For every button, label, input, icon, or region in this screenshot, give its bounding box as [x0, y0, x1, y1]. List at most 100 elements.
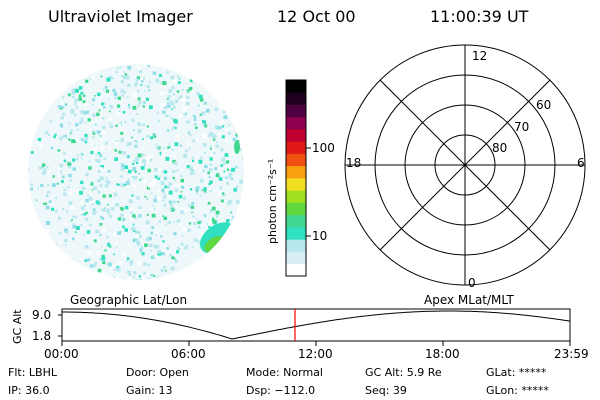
colorbar-cell [286, 92, 306, 105]
colorbar-cell [286, 202, 306, 216]
image-pixel [185, 244, 188, 247]
image-pixel [99, 259, 102, 262]
image-pixel [235, 133, 239, 137]
image-pixel [97, 190, 101, 194]
image-pixel [217, 128, 220, 131]
image-pixel [113, 268, 117, 271]
image-pixel [49, 120, 53, 123]
image-pixel [122, 218, 126, 222]
image-pixel [138, 275, 141, 278]
image-pixel [186, 91, 189, 94]
image-pixel [208, 226, 211, 229]
filter-label: Flt: LBHL [8, 366, 57, 379]
image-pixel [240, 148, 243, 151]
image-pixel [184, 246, 188, 250]
image-pixel [153, 275, 156, 277]
image-pixel [166, 247, 169, 250]
image-pixel [170, 266, 175, 271]
image-pixel [108, 110, 111, 113]
image-pixel [186, 89, 190, 93]
image-pixel [122, 278, 126, 280]
image-pixel [127, 105, 131, 109]
mlt-label-0: 0 [468, 276, 476, 290]
image-pixel [231, 177, 234, 181]
image-pixel [145, 220, 150, 225]
image-pixel [170, 207, 174, 212]
image-pixel [70, 192, 73, 195]
image-pixel [103, 209, 106, 212]
image-pixel [80, 180, 84, 185]
image-pixel [92, 211, 96, 216]
image-pixel [92, 130, 95, 133]
image-pixel [96, 130, 100, 134]
image-pixel [176, 250, 180, 254]
image-pixel [28, 168, 30, 171]
image-pixel [46, 220, 50, 225]
image-pixel [180, 210, 184, 215]
image-pixel [152, 133, 156, 137]
polar-diagonal-2 [379, 79, 551, 251]
image-pixel [90, 181, 95, 185]
image-pixel [219, 186, 222, 190]
image-pixel [121, 75, 124, 78]
image-pixel [136, 240, 141, 245]
image-pixel [147, 263, 151, 267]
image-pixel [151, 256, 154, 259]
image-pixel [45, 131, 49, 135]
image-pixel [154, 208, 156, 210]
image-pixel [139, 278, 142, 280]
image-pixel [153, 135, 156, 138]
image-pixel [127, 270, 131, 275]
image-pixel [202, 169, 205, 173]
image-pixel [92, 98, 96, 102]
image-pixel [225, 176, 228, 179]
image-pixel [30, 151, 34, 154]
image-pixel [137, 243, 140, 246]
image-pixel [131, 118, 135, 122]
image-pixel [89, 77, 93, 80]
image-pixel [72, 224, 77, 229]
image-pixel [114, 149, 117, 152]
image-pixel [160, 268, 164, 273]
image-pixel [95, 159, 98, 162]
image-pixel [139, 235, 142, 238]
image-pixel [155, 143, 158, 146]
image-pixel [85, 211, 88, 215]
image-pixel [135, 140, 139, 144]
image-pixel [165, 156, 170, 161]
image-pixel [122, 225, 125, 229]
mode-label: Mode: Normal [246, 366, 323, 379]
image-pixel [134, 157, 139, 162]
image-pixel [87, 194, 90, 197]
image-pixel [174, 183, 178, 186]
image-pixel [117, 217, 122, 221]
timeline-axis-title: GC Alt [11, 309, 24, 344]
image-pixel [41, 166, 44, 169]
image-pixel [169, 254, 172, 257]
image-pixel [196, 240, 200, 243]
colorbar-cell [286, 80, 306, 93]
image-pixel [59, 106, 63, 110]
image-pixel [135, 279, 139, 280]
image-pixel [196, 92, 200, 96]
image-pixel [174, 119, 178, 124]
image-pixel [109, 124, 113, 128]
image-pixel [221, 157, 226, 162]
image-pixel [205, 108, 210, 113]
image-pixel [193, 116, 197, 119]
image-pixel [162, 170, 165, 174]
image-pixel [80, 213, 84, 216]
image-pixel [38, 136, 41, 139]
image-pixel [209, 180, 213, 184]
image-pixel [61, 175, 65, 179]
image-pixel [232, 213, 235, 216]
image-pixel [90, 142, 94, 146]
image-pixel [211, 206, 216, 211]
image-pixel [62, 96, 65, 99]
image-pixel [48, 170, 51, 173]
image-pixel [116, 104, 121, 108]
image-pixel [93, 239, 97, 243]
image-pixel [149, 249, 152, 252]
image-pixel [161, 102, 165, 107]
colorbar-cell [286, 153, 306, 167]
